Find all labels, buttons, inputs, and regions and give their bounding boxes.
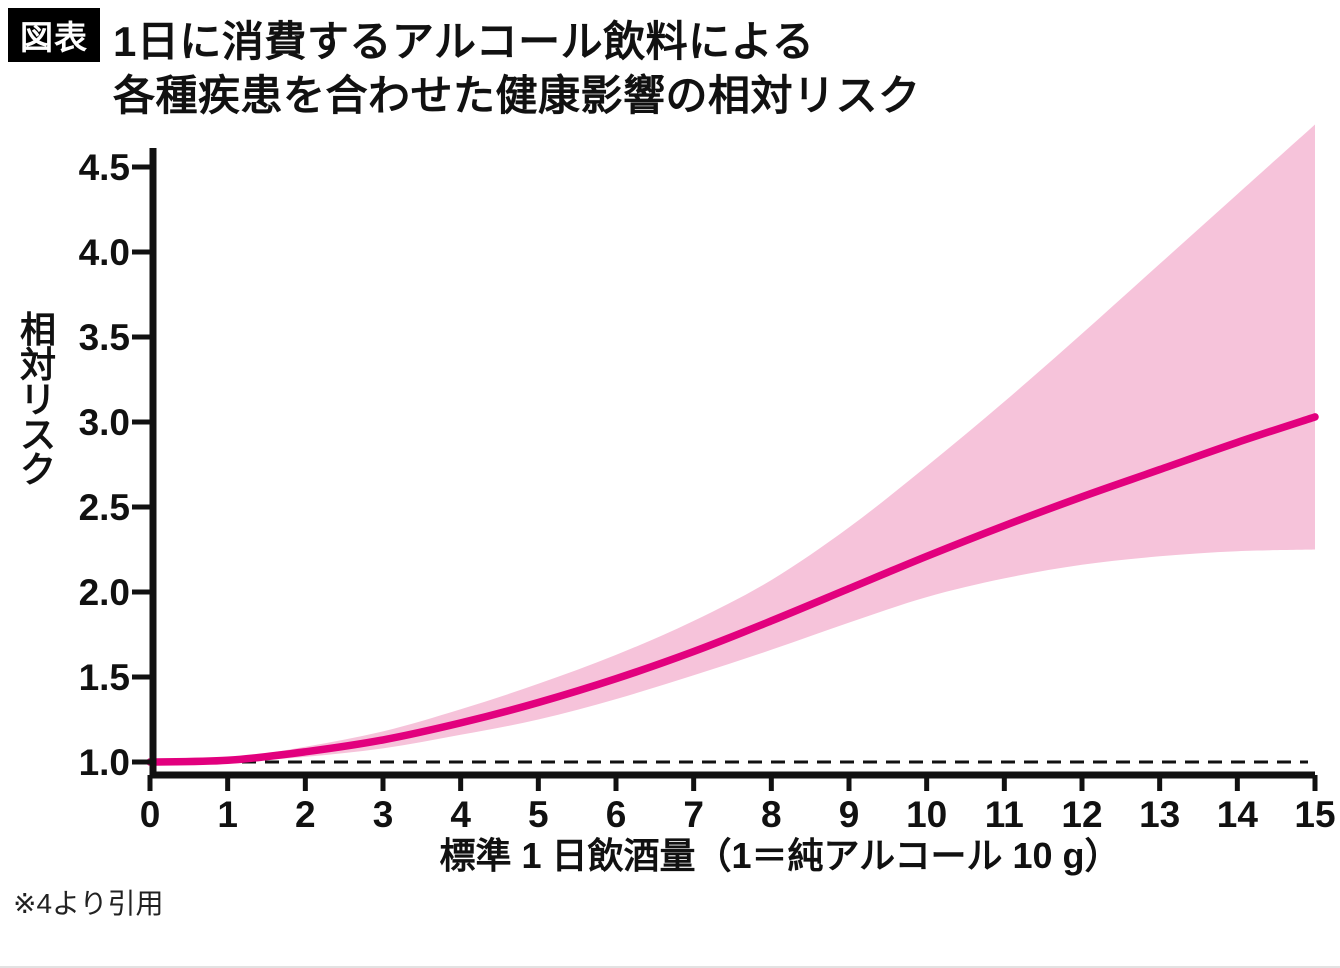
chart-title-line2: 各種疾患を合わせた健康影響の相対リスク (113, 72, 921, 119)
y-axis-title: 相対リスク (20, 309, 56, 490)
x-tick-label: 9 (839, 794, 860, 835)
x-tick-label: 8 (761, 794, 782, 835)
axes (149, 148, 1315, 779)
y-axis-title-char: リ (20, 379, 56, 420)
x-tick-label: 10 (906, 794, 947, 835)
risk-curve (146, 413, 1319, 766)
y-axis-title-char: 対 (20, 344, 56, 385)
y-tick-label: 2.5 (79, 487, 130, 528)
y-tick-label: 1.0 (79, 742, 130, 783)
x-tick-label: 1 (217, 794, 238, 835)
x-tick-label: 3 (373, 794, 394, 835)
x-tick-label: 0 (140, 794, 161, 835)
y-axis-ticks: 1.0 1.5 2.0 2.5 3.0 3.5 4.0 4.5 (79, 147, 150, 783)
y-axis-title-char: ス (20, 414, 56, 455)
y-tick-label: 4.0 (79, 232, 130, 273)
x-axis-title: 標準 1 日飲酒量（1＝純アルコール 10 g） (439, 835, 1120, 876)
x-tick-label: 14 (1217, 794, 1259, 835)
x-axis-ticks: 0 1 2 3 4 5 6 7 8 9 10 11 12 13 14 15 (140, 775, 1336, 835)
chart-title-line1: 1日に消費するアルコール飲料による (113, 18, 815, 65)
x-tick-label: 6 (606, 794, 627, 835)
y-tick-label: 3.5 (79, 317, 130, 358)
x-tick-label: 12 (1061, 794, 1102, 835)
x-tick-label: 4 (450, 794, 471, 835)
x-tick-label: 2 (295, 794, 316, 835)
x-tick-label: 7 (683, 794, 704, 835)
y-tick-label: 3.0 (79, 402, 130, 443)
figure-badge: 図表 (8, 8, 100, 62)
x-tick-label: 11 (985, 794, 1024, 835)
y-tick-label: 4.5 (79, 147, 130, 188)
y-tick-label: 2.0 (79, 572, 130, 613)
x-tick-label: 13 (1139, 794, 1180, 835)
x-tick-label: 5 (528, 794, 549, 835)
confidence-band (150, 124, 1315, 763)
x-tick-label: 15 (1294, 794, 1335, 835)
source-footnote: ※4より引用 (13, 888, 164, 919)
y-tick-label: 1.5 (79, 657, 130, 698)
y-axis-title-char: 相 (20, 309, 56, 350)
y-axis-title-char: ク (20, 449, 56, 490)
